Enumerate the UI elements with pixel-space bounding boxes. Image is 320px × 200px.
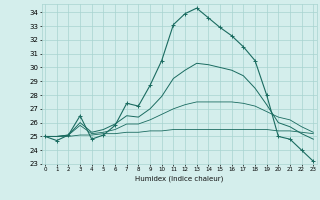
X-axis label: Humidex (Indice chaleur): Humidex (Indice chaleur) — [135, 175, 223, 182]
